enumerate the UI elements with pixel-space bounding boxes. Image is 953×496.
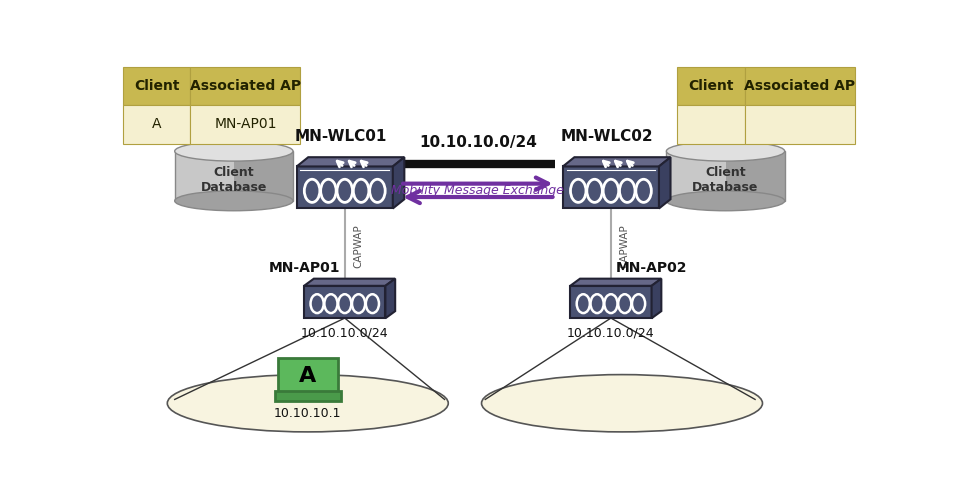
- Text: MN-AP01: MN-AP01: [268, 261, 339, 275]
- FancyBboxPatch shape: [277, 358, 337, 393]
- Text: CAPWAP: CAPWAP: [618, 224, 629, 268]
- Text: A: A: [152, 118, 161, 131]
- Polygon shape: [562, 157, 670, 167]
- FancyBboxPatch shape: [274, 391, 340, 401]
- Polygon shape: [304, 279, 395, 286]
- Text: 10.10.10.1: 10.10.10.1: [274, 407, 341, 420]
- FancyBboxPatch shape: [744, 105, 854, 143]
- Polygon shape: [233, 151, 293, 201]
- Polygon shape: [385, 279, 395, 318]
- Polygon shape: [296, 157, 404, 167]
- Text: A: A: [299, 366, 316, 385]
- Ellipse shape: [174, 191, 293, 211]
- Polygon shape: [570, 286, 651, 318]
- Text: Client: Client: [688, 79, 733, 93]
- Text: 10.10.10.0/24: 10.10.10.0/24: [418, 135, 537, 150]
- Polygon shape: [304, 286, 385, 318]
- Polygon shape: [724, 151, 783, 201]
- Ellipse shape: [174, 141, 293, 161]
- Text: Associated AP: Associated AP: [190, 79, 300, 93]
- Ellipse shape: [665, 191, 783, 211]
- Text: 10.10.10.0/24: 10.10.10.0/24: [566, 327, 654, 340]
- Text: MN-AP01: MN-AP01: [213, 118, 276, 131]
- Ellipse shape: [481, 374, 761, 432]
- FancyBboxPatch shape: [677, 105, 744, 143]
- FancyBboxPatch shape: [191, 67, 300, 105]
- FancyBboxPatch shape: [744, 67, 854, 105]
- Text: Mobility Message Exchange: Mobility Message Exchange: [391, 184, 563, 197]
- FancyBboxPatch shape: [677, 67, 744, 105]
- FancyBboxPatch shape: [123, 105, 191, 143]
- Polygon shape: [570, 279, 660, 286]
- Text: MN-AP02: MN-AP02: [616, 261, 686, 275]
- Text: MN-WLC01: MN-WLC01: [294, 128, 387, 143]
- Polygon shape: [393, 157, 404, 208]
- Ellipse shape: [665, 141, 783, 161]
- Polygon shape: [659, 157, 670, 208]
- Polygon shape: [651, 279, 660, 318]
- Polygon shape: [665, 151, 724, 201]
- Text: Associated AP: Associated AP: [743, 79, 855, 93]
- Text: MN-WLC02: MN-WLC02: [560, 128, 653, 143]
- Text: CAPWAP: CAPWAP: [353, 224, 363, 268]
- Text: Client: Client: [133, 79, 179, 93]
- Text: 10.10.10.0/24: 10.10.10.0/24: [300, 327, 388, 340]
- Ellipse shape: [167, 374, 448, 432]
- Polygon shape: [562, 167, 659, 208]
- Polygon shape: [174, 151, 233, 201]
- Text: Client
Database: Client Database: [692, 166, 758, 194]
- Text: Client
Database: Client Database: [200, 166, 267, 194]
- FancyBboxPatch shape: [123, 67, 191, 105]
- FancyBboxPatch shape: [191, 105, 300, 143]
- Polygon shape: [296, 167, 393, 208]
